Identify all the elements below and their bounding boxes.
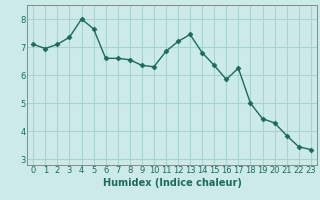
X-axis label: Humidex (Indice chaleur): Humidex (Indice chaleur) <box>103 178 241 188</box>
